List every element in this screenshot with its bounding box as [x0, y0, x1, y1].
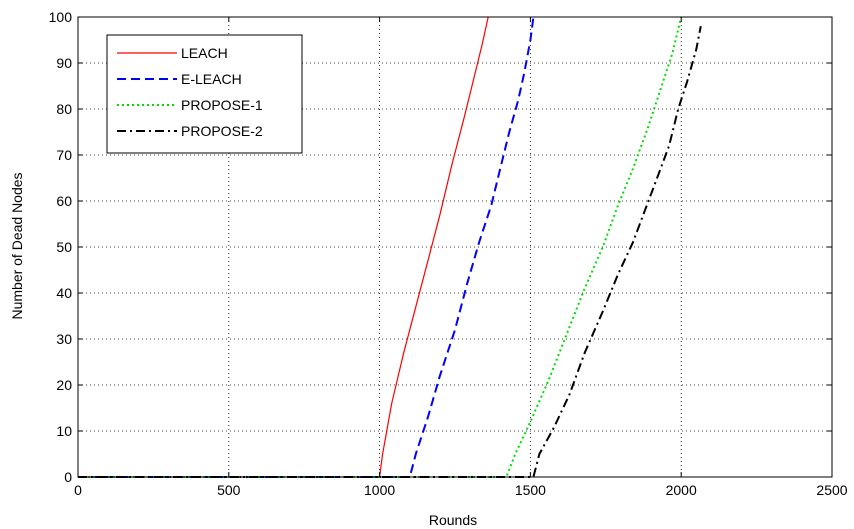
- legend-label: PROPOSE-1: [181, 97, 263, 113]
- ticks: 0 500 1000 1500 2000 2500 0 10 20 30 40 50 60 70 80 90 1…: [49, 9, 848, 498]
- legend-label: LEACH: [181, 45, 228, 61]
- series-line-propose-2: [78, 26, 702, 478]
- legend: LEACH E-LEACH PROPOSE-1 PROPOSE-2: [106, 34, 303, 154]
- y-tick-label: 40: [56, 285, 72, 301]
- y-tick-label: 0: [64, 469, 72, 485]
- y-tick-label: 50: [56, 239, 72, 255]
- y-tick-label: 10: [56, 423, 72, 439]
- series-line-propose-1: [78, 16, 683, 478]
- y-tick-label: 80: [56, 101, 72, 117]
- y-tick-label: 90: [56, 55, 72, 71]
- y-tick-label: 60: [56, 193, 72, 209]
- y-tick-label: 20: [56, 377, 72, 393]
- x-axis-label: Rounds: [429, 512, 477, 528]
- series-line-e-leach: [78, 16, 535, 478]
- y-tick-label: 100: [49, 9, 73, 25]
- x-tick-label: 2500: [816, 482, 847, 498]
- legend-label: E-LEACH: [181, 71, 242, 87]
- x-tick-label: 0: [74, 482, 82, 498]
- x-tick-label: 500: [217, 482, 241, 498]
- y-axis-label: Number of Dead Nodes: [9, 172, 25, 319]
- x-tick-label: 1500: [515, 482, 546, 498]
- y-tick-label: 30: [56, 331, 72, 347]
- legend-label: PROPOSE-2: [181, 123, 263, 139]
- series-layer: [78, 16, 702, 478]
- legend-box: [106, 34, 303, 154]
- x-tick-label: 2000: [666, 482, 697, 498]
- x-tick-label: 1000: [364, 482, 395, 498]
- y-tick-label: 70: [56, 147, 72, 163]
- series-line-leach: [78, 16, 489, 478]
